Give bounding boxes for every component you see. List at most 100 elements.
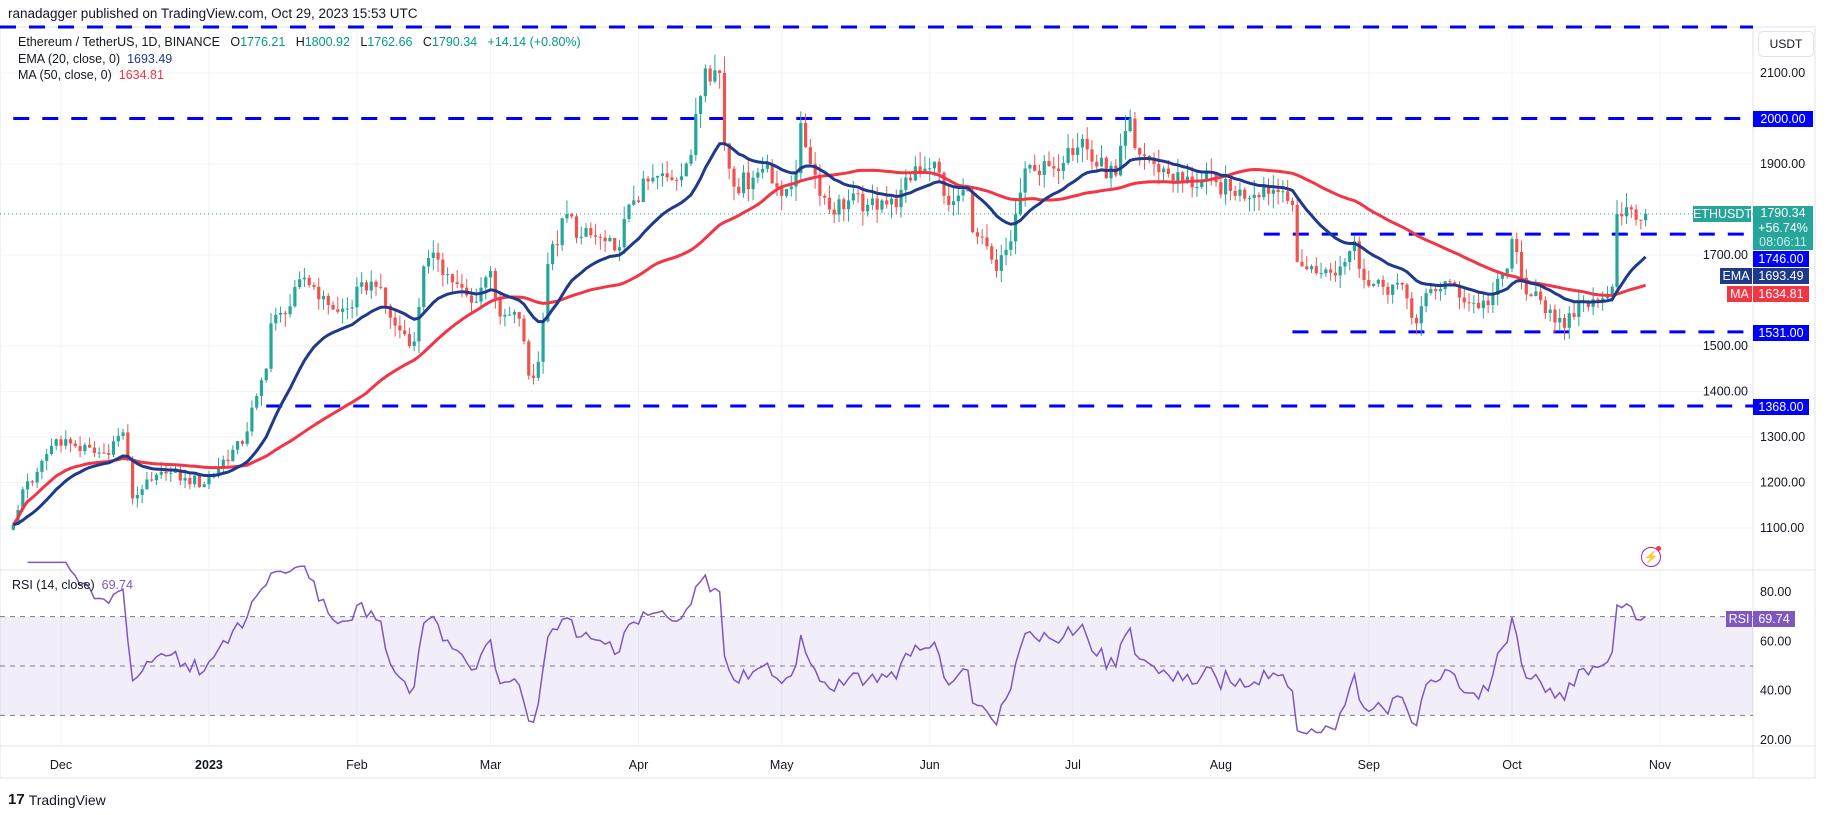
candle-body bbox=[1276, 189, 1280, 192]
candle-body bbox=[741, 172, 746, 194]
candle-body bbox=[584, 228, 588, 237]
candle-body bbox=[1448, 281, 1452, 283]
candle-body bbox=[1634, 209, 1638, 220]
candle-body bbox=[1133, 118, 1137, 149]
ema-20-line bbox=[12, 142, 1647, 527]
low-value: 1762.66 bbox=[367, 35, 413, 49]
candle-body bbox=[1405, 284, 1409, 299]
level-1368-label: 1368.00 bbox=[1753, 399, 1809, 415]
candle-body bbox=[1620, 214, 1624, 217]
candle-body bbox=[116, 435, 120, 442]
ema-legend-value: 1693.49 bbox=[127, 52, 173, 66]
rsi-tick-label: 80.00 bbox=[1760, 585, 1791, 599]
candle-body bbox=[985, 237, 989, 247]
ma-legend-label: MA (50, close, 0) bbox=[18, 68, 112, 82]
ma-legend[interactable]: MA (50, close, 0) 1634.81 bbox=[18, 68, 164, 82]
candle-body bbox=[856, 193, 860, 195]
candle-body bbox=[336, 309, 340, 312]
candle-body bbox=[240, 441, 244, 444]
candle-body bbox=[937, 161, 941, 173]
candle-body bbox=[1042, 161, 1046, 175]
rsi-value-label: 69.74 bbox=[1753, 611, 1795, 627]
candle-body bbox=[68, 439, 73, 444]
candle-body bbox=[1586, 300, 1590, 307]
candle-body bbox=[1329, 269, 1333, 273]
candle-body bbox=[345, 308, 349, 310]
candle-body bbox=[1639, 219, 1643, 221]
candle-body bbox=[866, 204, 870, 212]
candle-body bbox=[1624, 207, 1629, 217]
candle-body bbox=[613, 238, 617, 251]
candle-body bbox=[1596, 299, 1600, 301]
candle-body bbox=[154, 474, 159, 481]
candle-body bbox=[45, 454, 49, 461]
candle-body bbox=[880, 200, 884, 210]
candle-body bbox=[369, 281, 373, 291]
candle-body bbox=[1395, 282, 1400, 285]
candle-body bbox=[1257, 194, 1261, 198]
candle-body bbox=[1152, 160, 1156, 164]
candle-body bbox=[1290, 200, 1295, 205]
candle-body bbox=[1505, 268, 1509, 274]
candle-body bbox=[1166, 168, 1170, 175]
candle-body bbox=[660, 173, 664, 177]
candle-body bbox=[164, 471, 168, 474]
candle-body bbox=[436, 252, 440, 260]
candle-body bbox=[1357, 241, 1361, 269]
candle-body bbox=[846, 200, 851, 210]
time-tick-label: 2023 bbox=[195, 758, 223, 772]
candle-body bbox=[579, 236, 583, 238]
candle-body bbox=[1352, 241, 1357, 252]
candle-body bbox=[589, 228, 593, 236]
candle-body bbox=[1142, 154, 1147, 156]
currency-button[interactable]: USDT bbox=[1758, 31, 1814, 57]
candle-body bbox=[446, 274, 450, 276]
candle-body bbox=[570, 214, 574, 217]
candle-body bbox=[694, 113, 698, 155]
ema-tag: EMA bbox=[1720, 268, 1752, 284]
candle-body bbox=[799, 123, 803, 174]
candle-body bbox=[508, 314, 512, 316]
price-tick-label: 1400.00 bbox=[1703, 385, 1748, 399]
ema-legend[interactable]: EMA (20, close, 0) 1693.49 bbox=[18, 52, 172, 66]
time-tick-label: Dec bbox=[50, 758, 72, 772]
candle-body bbox=[107, 452, 111, 455]
candle-body bbox=[1529, 294, 1533, 296]
candle-body bbox=[1228, 178, 1232, 191]
lightning-icon[interactable]: ⚡ bbox=[1641, 547, 1661, 567]
candle-body bbox=[1128, 118, 1132, 132]
candle-body bbox=[159, 471, 163, 475]
candle-body bbox=[441, 259, 445, 275]
candle-body bbox=[264, 368, 268, 381]
candle-body bbox=[999, 255, 1003, 271]
candle-body bbox=[474, 301, 478, 303]
candle-body bbox=[832, 209, 836, 215]
candle-body bbox=[904, 177, 908, 190]
candle-body bbox=[574, 216, 579, 238]
candle-body bbox=[851, 193, 855, 201]
candle-body bbox=[374, 281, 378, 287]
candle-body bbox=[598, 236, 602, 238]
symbol-name[interactable]: Ethereum / TetherUS, 1D, BINANCE bbox=[18, 35, 220, 49]
candle-body bbox=[1023, 168, 1027, 193]
candle-body bbox=[298, 279, 302, 288]
candle-body bbox=[1286, 191, 1290, 201]
candle-body bbox=[1496, 278, 1500, 295]
tradingview-logo[interactable]: 17 TradingView bbox=[8, 791, 106, 808]
candle-body bbox=[918, 166, 922, 172]
candle-body bbox=[49, 445, 54, 455]
candle-body bbox=[527, 341, 531, 376]
candle-body bbox=[1543, 300, 1548, 314]
candle-body bbox=[216, 467, 221, 474]
candle-body bbox=[813, 164, 817, 175]
candle-body bbox=[713, 70, 717, 82]
candle-body bbox=[765, 164, 770, 169]
candle-body bbox=[293, 287, 297, 307]
rsi-line bbox=[27, 561, 1647, 735]
last-change-pct: +56.74% bbox=[1758, 220, 1808, 235]
candle-body bbox=[803, 123, 808, 148]
ma-price-label: 1634.81 bbox=[1753, 286, 1809, 302]
rsi-legend[interactable]: RSI (14, close) 69.74 bbox=[12, 578, 133, 592]
candle-body bbox=[30, 481, 34, 483]
